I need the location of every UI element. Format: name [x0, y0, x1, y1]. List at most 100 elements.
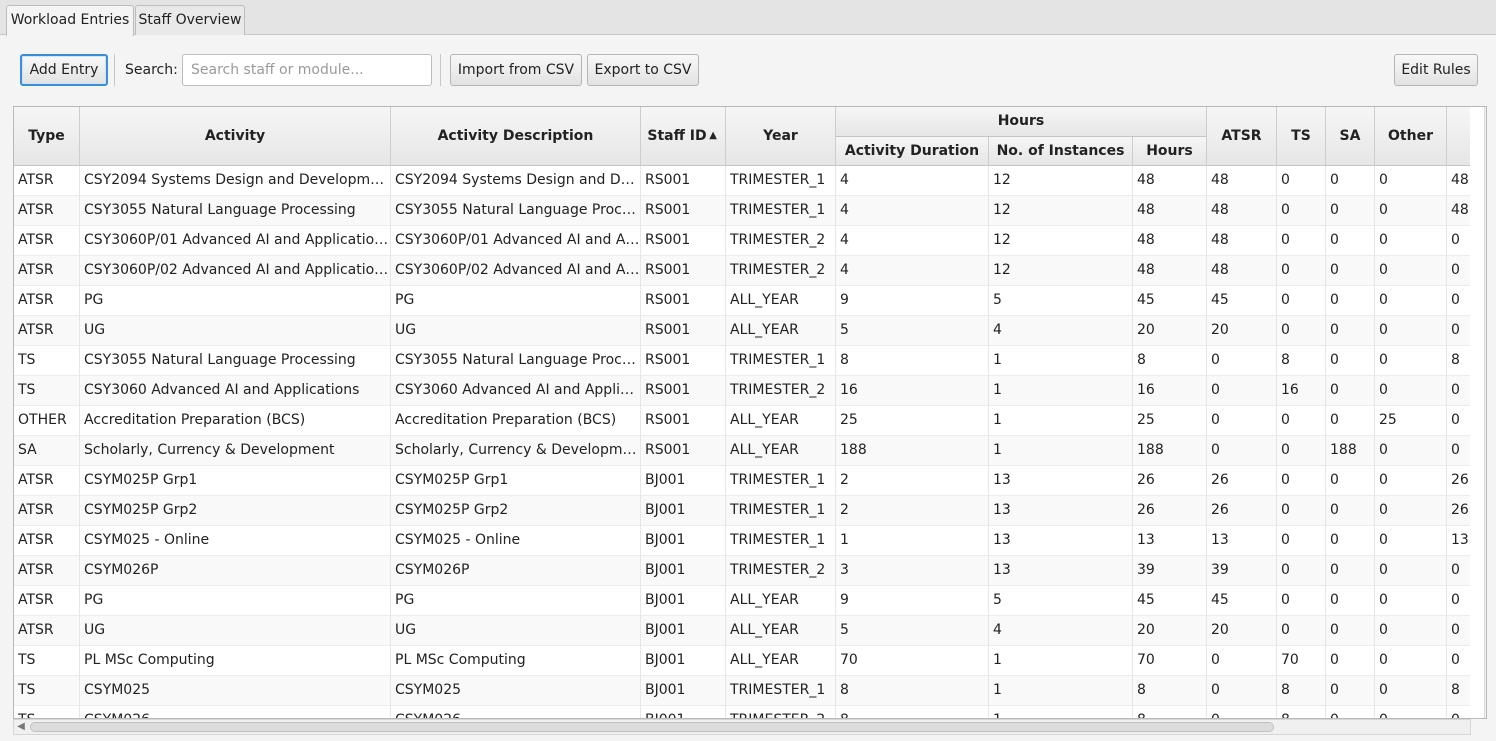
table-cell: ALL_YEAR: [726, 286, 836, 316]
scroll-left[interactable]: ◀: [17, 721, 25, 732]
table-row[interactable]: ATSR CSYM026P CSYM026P BJ001 TRIMESTER_2 3 13 3…: [14, 556, 1470, 586]
table-cell: PG: [80, 286, 391, 316]
table-cell: 0: [1207, 406, 1277, 436]
table-cell: BJ001: [641, 646, 726, 676]
table-row[interactable]: ATSR PG PG BJ001 ALL_YEAR 9 5 45 45 0 0 0 0: [14, 586, 1470, 616]
horizontal-scrollbar[interactable]: ◀: [13, 719, 1471, 735]
table-cell: CSYM025P Grp1: [391, 466, 641, 496]
table-cell: 16: [1277, 376, 1326, 406]
table-cell: TRIMESTER_1: [726, 526, 836, 556]
table-row[interactable]: ATSR CSYM025P Grp1 CSYM025P Grp1 BJ001 TRIME…: [14, 466, 1470, 496]
table-cell: CSY3060 Advanced AI and Applications: [391, 376, 641, 406]
table-cell: TRIMESTER_1: [726, 466, 836, 496]
table-row[interactable]: ATSR CSY3055 Natural Language Processing C…: [14, 196, 1470, 226]
table-cell: 48: [1133, 226, 1207, 256]
table-cell: 0: [1326, 586, 1375, 616]
table-cell: 0: [1447, 376, 1470, 406]
table-cell: 188: [1326, 436, 1375, 466]
table-cell: 4: [989, 316, 1133, 346]
tab[interactable]: Workload Entries: [6, 5, 134, 36]
table-cell: PG: [80, 586, 391, 616]
table-cell: 0: [1207, 676, 1277, 706]
table-row[interactable]: TS CSY3060 Advanced AI and Applications CS…: [14, 376, 1470, 406]
table-cell: 0: [1447, 226, 1470, 256]
table-cell: TS: [14, 706, 80, 718]
table-row[interactable]: ATSR CSYM025 - Online CSYM025 - Online BJ00…: [14, 526, 1470, 556]
table-cell: 0: [1207, 706, 1277, 718]
table-cell: 0: [1326, 346, 1375, 376]
column-header: SA: [1326, 107, 1375, 166]
vertical-scrollbar[interactable]: ▲ ▼: [1484, 107, 1486, 718]
edit-rules-button[interactable]: Edit Rules: [1394, 54, 1478, 86]
table-cell: 13: [989, 526, 1133, 556]
table-cell: TRIMESTER_1: [726, 496, 836, 526]
table-cell: 1: [989, 376, 1133, 406]
add-entry-button[interactable]: Add Entry: [20, 54, 108, 86]
table-cell: CSY3060P/01 Advanced AI and Applications: [80, 226, 391, 256]
table-cell: 8: [1277, 676, 1326, 706]
table-row[interactable]: ATSR CSY3060P/02 Advanced AI and Applicat…: [14, 256, 1470, 286]
table-cell: ATSR: [14, 526, 80, 556]
table-cell: 12: [989, 256, 1133, 286]
table-cell: 0: [1277, 556, 1326, 586]
separator: [440, 54, 441, 86]
separator: [114, 54, 115, 86]
table-cell: CSYM025 - Online: [391, 526, 641, 556]
table-row[interactable]: TS PL MSc Computing PL MSc Computing BJ001 A…: [14, 646, 1470, 676]
search-input[interactable]: Search staff or module...: [182, 54, 432, 86]
scroll-down[interactable]: ▼: [1485, 703, 1486, 717]
table-cell: RS001: [641, 166, 726, 196]
table-row[interactable]: SA Scholarly, Currency & Development Schol…: [14, 436, 1470, 466]
table-cell: CSYM025: [391, 676, 641, 706]
table-cell: 70: [836, 646, 989, 676]
table-cell: 8: [836, 676, 989, 706]
table-cell: 0: [1326, 256, 1375, 286]
table-cell: BJ001: [641, 526, 726, 556]
table-row[interactable]: ATSR PG PG RS001 ALL_YEAR 9 5 45 45 0 0 0 0: [14, 286, 1470, 316]
table-cell: 0: [1375, 286, 1447, 316]
table-cell: RS001: [641, 436, 726, 466]
table-cell: 0: [1447, 286, 1470, 316]
table-cell: 48: [1133, 166, 1207, 196]
table-cell: ATSR: [14, 556, 80, 586]
table-cell: 25: [836, 406, 989, 436]
scroll-thumb[interactable]: [30, 722, 1274, 732]
table-row[interactable]: ATSR UG UG BJ001 ALL_YEAR 5 4 20 20 0 0 0 0: [14, 616, 1470, 646]
table-row[interactable]: TSCSYM026CSYM026BJ001TRIMESTER_281808000: [14, 706, 1470, 718]
table-cell: CSYM025P Grp1: [80, 466, 391, 496]
table-cell: 0: [1375, 436, 1447, 466]
table-row[interactable]: TS CSYM025 CSYM025 BJ001 TRIMESTER_1 8 1 8 0 8 0 0 8: [14, 676, 1470, 706]
table-cell: 0: [1375, 496, 1447, 526]
table-cell: CSY3055 Natural Language Processing: [80, 346, 391, 376]
table-row[interactable]: ATSR CSY3060P/01 Advanced AI and Applicat…: [14, 226, 1470, 256]
table-cell: 1: [989, 676, 1133, 706]
table-cell: ALL_YEAR: [726, 316, 836, 346]
table-cell: CSY3055 Natural Language Processing: [80, 196, 391, 226]
table-cell: ALL_YEAR: [726, 586, 836, 616]
table-cell: 12: [989, 166, 1133, 196]
table-cell: 20: [1133, 316, 1207, 346]
table-row[interactable]: TS CSY3055 Natural Language Processing CSY…: [14, 346, 1470, 376]
table-row[interactable]: ATSR CSYM025P Grp2 CSYM025P Grp2 BJ001 TRIME…: [14, 496, 1470, 526]
column-header: Activity Duration: [836, 137, 989, 166]
table-row[interactable]: ATSR CSY2094 Systems Design and Developme…: [14, 166, 1470, 196]
table-row[interactable]: OTHER Accreditation Preparation (BCS) Accr…: [14, 406, 1470, 436]
table-cell: 0: [1326, 646, 1375, 676]
table-cell: 16: [836, 376, 989, 406]
table-cell: 0: [1326, 496, 1375, 526]
table-cell: TRIMESTER_1: [726, 196, 836, 226]
import-button[interactable]: Import from CSV: [450, 54, 582, 86]
scroll-up[interactable]: ▲: [1485, 107, 1486, 121]
tab[interactable]: Staff Overview: [135, 5, 245, 35]
export-button[interactable]: Export to CSV: [587, 54, 699, 86]
table-cell: 13: [1447, 526, 1470, 556]
table-cell: 0: [1207, 646, 1277, 676]
table-cell: TRIMESTER_2: [726, 556, 836, 586]
table-cell: BJ001: [641, 586, 726, 616]
table-cell: 0: [1375, 526, 1447, 556]
table-cell: 1: [989, 706, 1133, 718]
table-row[interactable]: ATSR UG UG RS001 ALL_YEAR 5 4 20 20 0 0 0 0: [14, 316, 1470, 346]
table-cell: 8: [1277, 346, 1326, 376]
table-cell: Accreditation Preparation (BCS): [80, 406, 391, 436]
column-header: ATSR: [1207, 107, 1277, 166]
